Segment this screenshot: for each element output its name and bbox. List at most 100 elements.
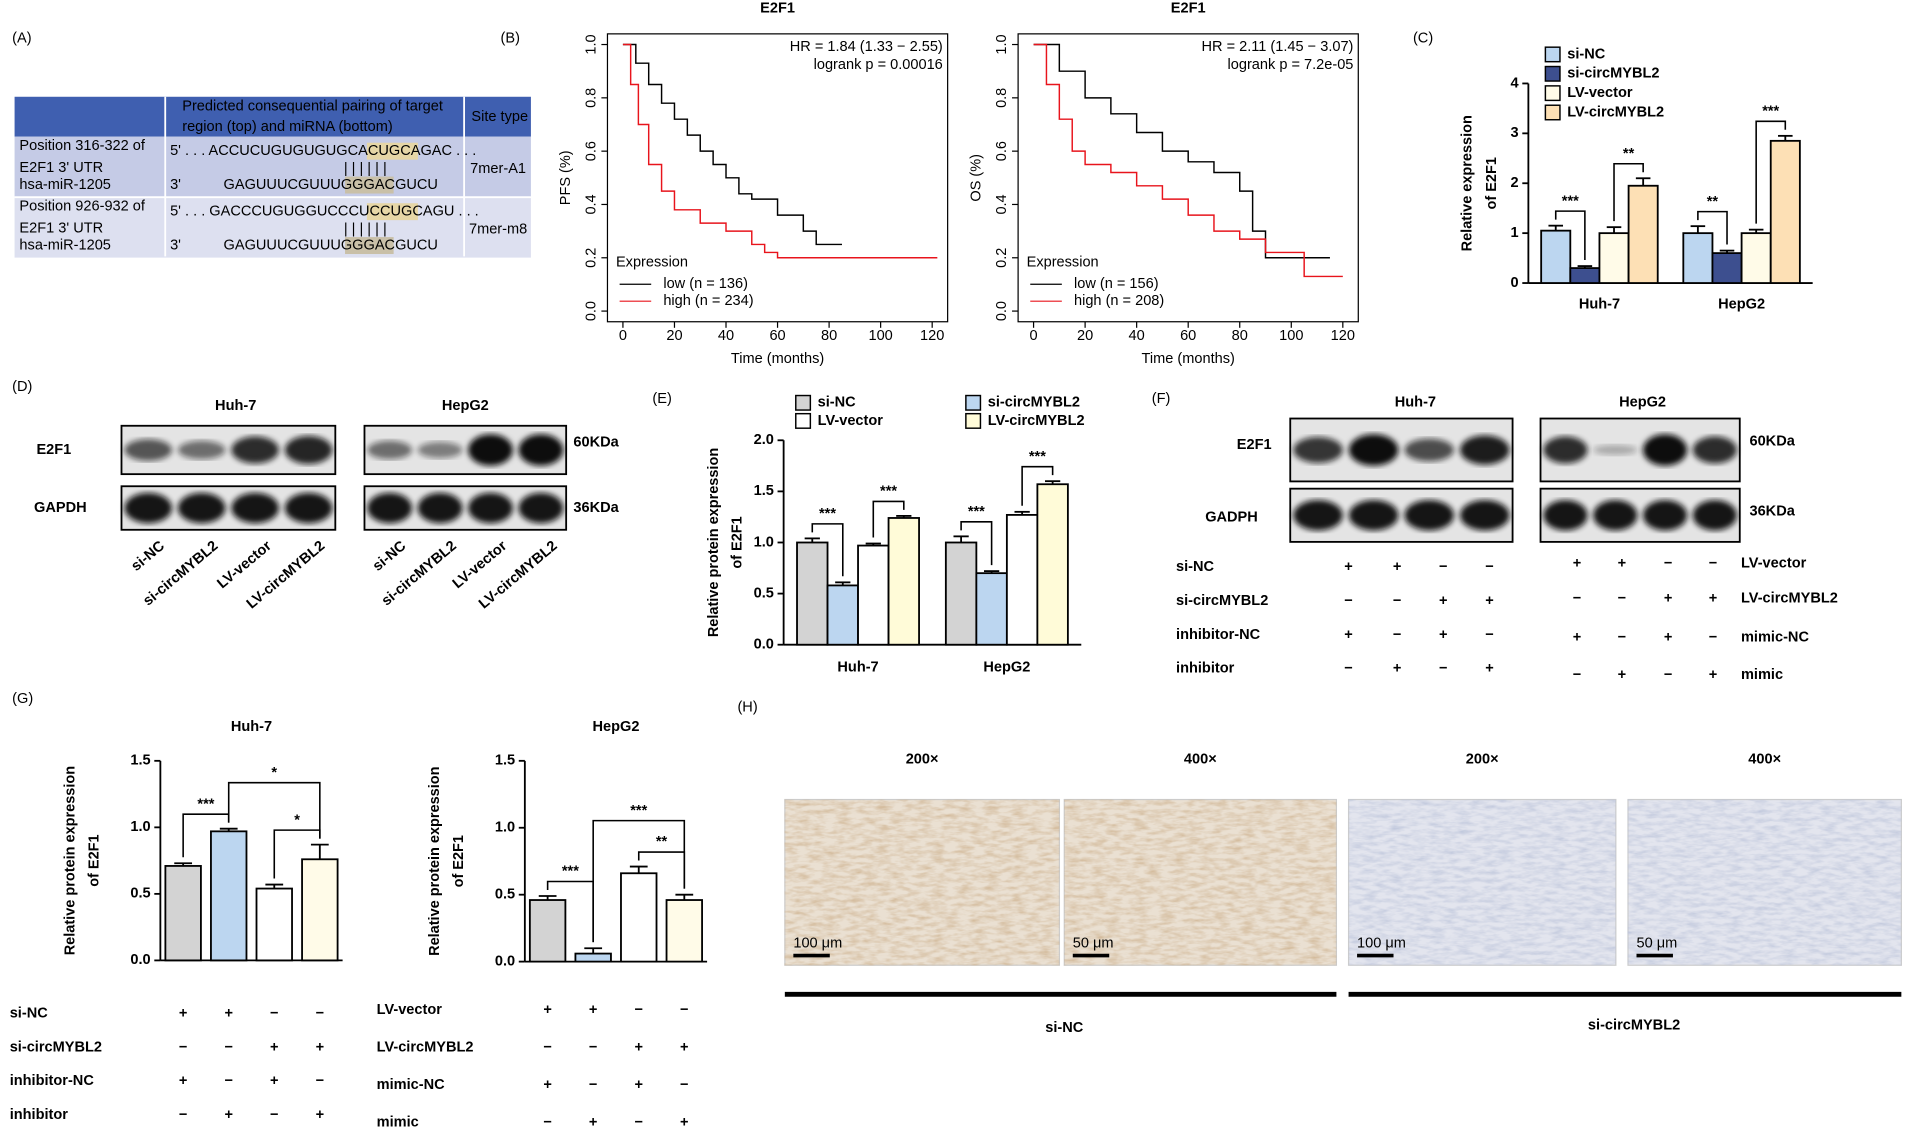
y-axis-label: of E2F1 (87, 834, 103, 886)
condition-sign: + (1393, 559, 1402, 575)
condition-sign: + (1439, 593, 1448, 609)
pairing: | | | | | | (344, 222, 387, 238)
condition-label: LV-vector (1741, 556, 1807, 572)
y-axis-label: Relative expression (1459, 115, 1475, 251)
magnification: 400× (1184, 751, 1217, 767)
blot-band (367, 440, 413, 460)
bar (1682, 232, 1714, 284)
significance-bracket (1755, 120, 1787, 224)
condition-sign: − (316, 1005, 325, 1021)
condition-sign: + (1709, 591, 1718, 607)
condition-sign: − (1618, 629, 1627, 645)
condition-label: si-NC (10, 1005, 49, 1021)
bar (857, 544, 890, 646)
annotation: HR = 1.84 (1.33 − 2.55) (790, 39, 943, 55)
legend-label: LV-vector (818, 413, 884, 429)
blot-band (417, 441, 463, 459)
condition-sign: + (543, 1077, 552, 1093)
blot-band (124, 439, 172, 461)
blot-band (518, 434, 564, 466)
condition-sign: − (1439, 559, 1448, 575)
legend-label: si-NC (1567, 46, 1606, 62)
y-tick-label: 0 (1511, 275, 1519, 291)
blot-band (518, 492, 564, 524)
condition-sign: + (316, 1039, 325, 1055)
blot-band (124, 492, 172, 524)
condition-sign: − (224, 1073, 233, 1089)
condition-label: LV-circMYBL2 (1741, 591, 1838, 607)
cell-line: HepG2 (442, 398, 489, 414)
significance-label: *** (819, 506, 836, 522)
significance-label: *** (1762, 104, 1779, 120)
condition-sign: + (270, 1073, 279, 1089)
significance-label: *** (630, 803, 647, 819)
bar (826, 584, 859, 646)
condition-sign: + (1618, 556, 1627, 572)
condition-sign: − (1344, 661, 1353, 677)
cell-line: Huh-7 (215, 398, 256, 414)
ihc-texture (1627, 799, 1902, 966)
condition-sign: − (270, 1005, 279, 1021)
significance-bracket (872, 500, 905, 538)
condition-label: si-circMYBL2 (10, 1039, 102, 1055)
y-tick-label: 1 (1511, 225, 1519, 241)
y-tick-label: 1.5 (754, 483, 774, 499)
blot-band (1692, 436, 1738, 464)
condition-label: mimic-NC (377, 1077, 445, 1093)
condition-sign: + (1664, 591, 1673, 607)
condition-label: inhibitor-NC (1176, 627, 1261, 643)
condition-sign: + (1393, 661, 1402, 677)
y-tick-label: 0.2 (583, 248, 599, 268)
blot-band (1543, 500, 1588, 531)
bar (255, 887, 293, 962)
blot-band (1642, 500, 1688, 531)
blot-band (468, 492, 513, 524)
condition-label: si-circMYBL2 (1176, 593, 1268, 609)
condition-sign: + (1664, 629, 1673, 645)
blot-band (1642, 434, 1688, 466)
y-tick-label: 0.6 (583, 141, 599, 161)
condition-sign: − (1393, 627, 1402, 643)
condition-sign: − (1664, 556, 1673, 572)
panel-label: (B) (501, 31, 520, 47)
significance-label: *** (880, 484, 897, 500)
table-header: Predicted consequential pairing of targe… (182, 98, 443, 114)
seed-highlight (366, 203, 418, 221)
table-row-bg (14, 136, 531, 198)
protein-label: E2F1 (36, 442, 71, 458)
x-tick-label: 100 (868, 328, 892, 344)
bar (1005, 513, 1039, 646)
significance-label: * (294, 812, 300, 828)
condition-sign: + (270, 1039, 279, 1055)
condition-sign: + (634, 1039, 643, 1055)
bar (887, 517, 920, 646)
condition-sign: − (589, 1039, 598, 1055)
condition-sign: + (316, 1107, 325, 1123)
condition-sign: − (179, 1107, 188, 1123)
protein-label: GAPDH (34, 500, 87, 516)
bar (1740, 232, 1772, 284)
seed-highlight (366, 142, 418, 160)
significance-bracket (1697, 210, 1728, 245)
condition-sign: − (1485, 559, 1494, 575)
legend-title: Expression (616, 254, 688, 270)
chart-title: E2F1 (760, 0, 795, 16)
chart-title: HepG2 (592, 719, 639, 735)
condition-sign: + (634, 1077, 643, 1093)
mirna-end: 3' (170, 177, 181, 193)
legend-swatch (965, 394, 982, 411)
y-tick-label: 0.0 (130, 952, 150, 968)
panel-label: (E) (652, 391, 671, 407)
blot-band (367, 492, 413, 524)
significance-bracket (811, 523, 844, 577)
y-tick-label: 1.0 (130, 819, 150, 835)
seed-highlight (345, 176, 394, 194)
condition-sign: − (1573, 667, 1582, 683)
legend-label: LV-circMYBL2 (988, 413, 1085, 429)
x-tick-label: 20 (1077, 328, 1093, 344)
x-tick-label: Huh-7 (837, 660, 878, 676)
legend-label: si-circMYBL2 (988, 395, 1080, 411)
significance-label: ** (1623, 146, 1635, 162)
